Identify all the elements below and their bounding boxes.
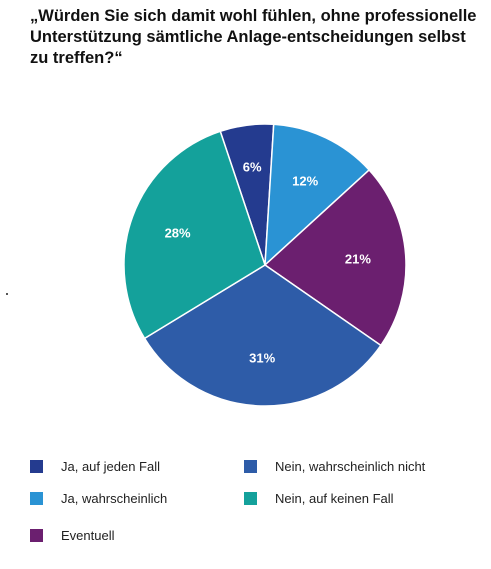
chart-title: „Würden Sie sich damit wohl fühlen, ohne… bbox=[30, 7, 477, 67]
legend-item-eventuell: Eventuell bbox=[30, 528, 114, 543]
slice-label: 28% bbox=[165, 226, 191, 241]
slice-label: 12% bbox=[292, 174, 318, 189]
legend-label: Nein, wahrscheinlich nicht bbox=[275, 459, 426, 474]
pie-slice-eventuell bbox=[263, 168, 407, 347]
pie-slice-nein-wahrscheinlich-nicht bbox=[143, 264, 382, 407]
pie-slice-nein-auf-keinen-fall bbox=[123, 130, 266, 340]
legend-label: Eventuell bbox=[61, 528, 115, 543]
slice-label: 31% bbox=[249, 351, 275, 366]
legend-swatch bbox=[30, 460, 43, 473]
pie-slice-ja-wahrscheinlich bbox=[264, 123, 371, 267]
legend-swatch bbox=[244, 492, 257, 505]
legend-swatch bbox=[244, 460, 257, 473]
legend-swatch bbox=[30, 529, 43, 542]
legend-label: Ja, wahrscheinlich bbox=[61, 491, 168, 506]
legend-item-nein-wahrscheinlich-nicht: Nein, wahrscheinlich nicht bbox=[244, 459, 425, 474]
legend-label: Ja, auf jeden Fall bbox=[61, 459, 161, 474]
slice-labels: 6% 12% 21% 31% 28% bbox=[165, 160, 372, 366]
legend-item-nein-auf-keinen-fall: Nein, auf keinen Fall bbox=[244, 491, 394, 506]
slice-label: 6% bbox=[243, 160, 262, 175]
dot-mark bbox=[6, 293, 8, 295]
legend-item-ja-wahrscheinlich: Ja, wahrscheinlich bbox=[30, 491, 167, 506]
legend-item-ja-auf-jeden-fall: Ja, auf jeden Fall bbox=[30, 459, 160, 474]
pie-slices bbox=[123, 123, 407, 407]
slice-label: 21% bbox=[345, 251, 371, 266]
legend-label: Nein, auf keinen Fall bbox=[275, 491, 394, 506]
legend-swatch bbox=[30, 492, 43, 505]
